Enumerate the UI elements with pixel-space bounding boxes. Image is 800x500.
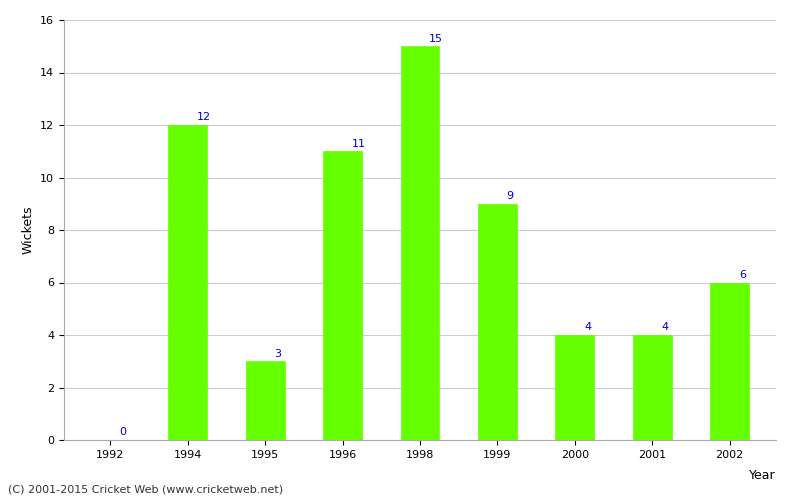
Text: 11: 11 [352,138,366,148]
Text: 4: 4 [584,322,591,332]
Text: (C) 2001-2015 Cricket Web (www.cricketweb.net): (C) 2001-2015 Cricket Web (www.cricketwe… [8,485,283,495]
Text: 15: 15 [430,34,443,43]
Text: 12: 12 [197,112,211,122]
Bar [401,46,439,440]
Text: 3: 3 [274,348,282,358]
Bar [555,335,594,440]
Bar [323,151,362,440]
Text: 0: 0 [120,428,126,438]
Text: 6: 6 [739,270,746,280]
Bar [633,335,671,440]
Bar [246,361,285,440]
Bar [478,204,517,440]
Text: Year: Year [750,470,776,482]
Bar [169,125,207,440]
Text: 9: 9 [506,191,514,201]
Bar [710,282,749,440]
Y-axis label: Wickets: Wickets [22,206,34,254]
Text: 4: 4 [662,322,669,332]
